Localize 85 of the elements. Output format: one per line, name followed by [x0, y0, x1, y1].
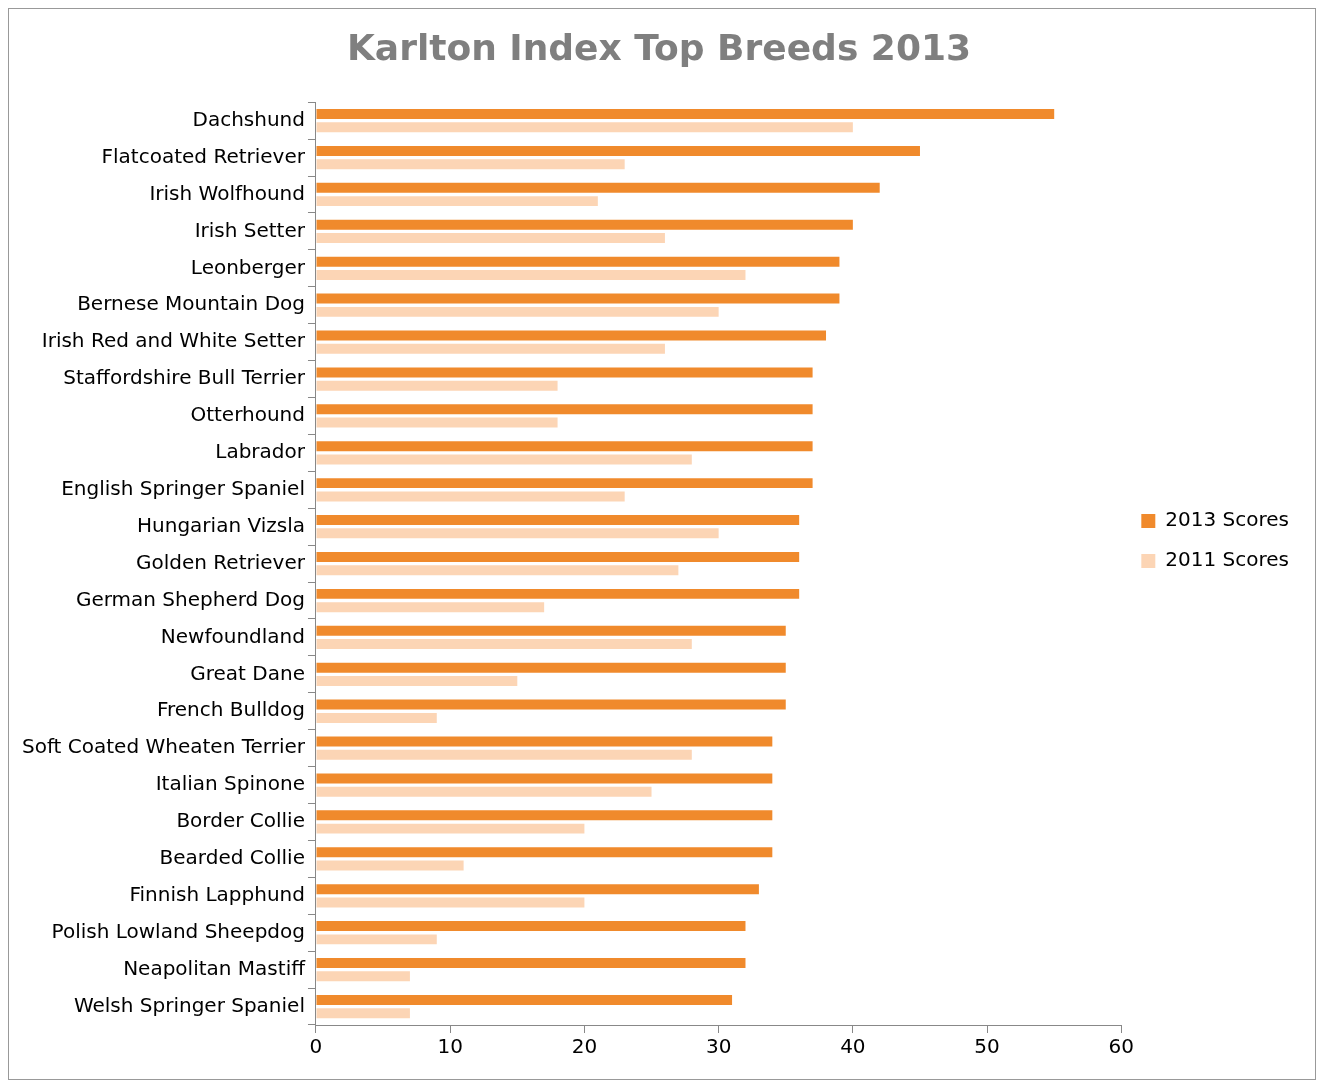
- x-tick-label: 50: [974, 1034, 1000, 1059]
- bar: [316, 491, 625, 502]
- bar: [316, 454, 692, 465]
- bar: [316, 367, 813, 378]
- bar: [316, 478, 813, 489]
- y-tick-label: Soft Coated Wheaten Terrier: [22, 734, 306, 759]
- bar: [316, 786, 652, 797]
- bar: [316, 934, 437, 945]
- bar: [316, 588, 800, 599]
- x-tick-label: 20: [571, 1034, 598, 1059]
- bar: [316, 860, 464, 871]
- y-tick-label: Golden Retriever: [136, 549, 306, 574]
- bar: [316, 921, 746, 932]
- bar: [316, 441, 813, 452]
- bar: [316, 994, 733, 1005]
- bar: [316, 749, 692, 760]
- bar: [316, 330, 827, 341]
- bar: [316, 233, 665, 244]
- y-tick-label: English Springer Spaniel: [61, 475, 305, 500]
- y-tick-label: Hungarian Vizsla: [137, 512, 305, 537]
- bar: [316, 662, 786, 673]
- bar: [316, 515, 800, 526]
- x-tick-label: 30: [705, 1034, 732, 1059]
- legend-label: 2013 Scores: [1165, 507, 1290, 532]
- bar: [316, 343, 665, 354]
- x-tick-label: 10: [437, 1034, 463, 1059]
- bar: [316, 159, 625, 170]
- y-tick-label: Flatcoated Retriever: [101, 143, 306, 168]
- y-tick-label: Otterhound: [190, 402, 305, 427]
- y-tick-label: Newfoundland: [160, 623, 305, 648]
- y-tick-label: Bearded Collie: [159, 845, 305, 870]
- bar: [316, 971, 410, 982]
- y-tick-label: Welsh Springer Spaniel: [73, 992, 305, 1017]
- bar: [316, 404, 813, 415]
- bar: [316, 380, 558, 391]
- y-tick-label: French Bulldog: [156, 697, 305, 722]
- x-tick-label: 60: [1108, 1034, 1135, 1059]
- bar: [316, 565, 679, 576]
- bar: [316, 219, 853, 230]
- bar: [316, 528, 719, 539]
- y-tick-label: Polish Lowland Sheepdog: [51, 918, 305, 943]
- bar: [316, 551, 800, 562]
- y-tick-label: Finnish Lapphund: [129, 882, 305, 907]
- bar: [316, 122, 853, 133]
- bar: [316, 306, 719, 317]
- bar: [316, 182, 880, 193]
- bar: [316, 625, 786, 636]
- bar: [316, 897, 585, 908]
- bar: [316, 196, 598, 207]
- y-tick-label: Bernese Mountain Dog: [77, 291, 305, 316]
- bar: [316, 958, 746, 968]
- legend-label: 2011 Scores: [1165, 547, 1290, 572]
- y-tick-label: German Shepherd Dog: [75, 586, 305, 611]
- bar: [316, 773, 773, 784]
- x-tick-label: 0: [309, 1034, 323, 1059]
- bar: [316, 293, 840, 304]
- bar: [316, 810, 773, 821]
- y-tick-label: Border Collie: [176, 808, 305, 833]
- x-tick-label: 40: [840, 1034, 866, 1059]
- y-tick-label: Leonberger: [190, 254, 306, 279]
- chart-title: Karlton Index Top Breeds 2013: [346, 26, 972, 68]
- y-tick-label: Labrador: [215, 439, 306, 464]
- y-tick-label: Irish Wolfhound: [149, 180, 305, 205]
- y-tick-label: Irish Red and White Setter: [41, 328, 306, 353]
- bar: [316, 736, 773, 747]
- bar: [316, 699, 786, 710]
- bar: [316, 639, 692, 650]
- y-tick-label: Great Dane: [190, 660, 305, 685]
- bar: [316, 145, 920, 156]
- bar: [316, 417, 558, 428]
- bar: [316, 676, 518, 686]
- bar: [316, 884, 759, 895]
- y-tick-label: Italian Spinone: [155, 771, 305, 796]
- y-tick-label: Staffordshire Bull Terrier: [63, 365, 306, 390]
- bar: [316, 847, 773, 858]
- y-tick-label: Dachshund: [192, 106, 305, 131]
- bar: [316, 712, 437, 723]
- bar: [316, 109, 1055, 119]
- y-tick-label: Irish Setter: [194, 217, 306, 242]
- bar: [316, 1008, 410, 1019]
- bar: [316, 602, 545, 613]
- y-tick-label: Neapolitan Mastiff: [123, 955, 307, 980]
- bar: [316, 823, 585, 834]
- bar: [316, 269, 746, 280]
- bar: [316, 256, 840, 267]
